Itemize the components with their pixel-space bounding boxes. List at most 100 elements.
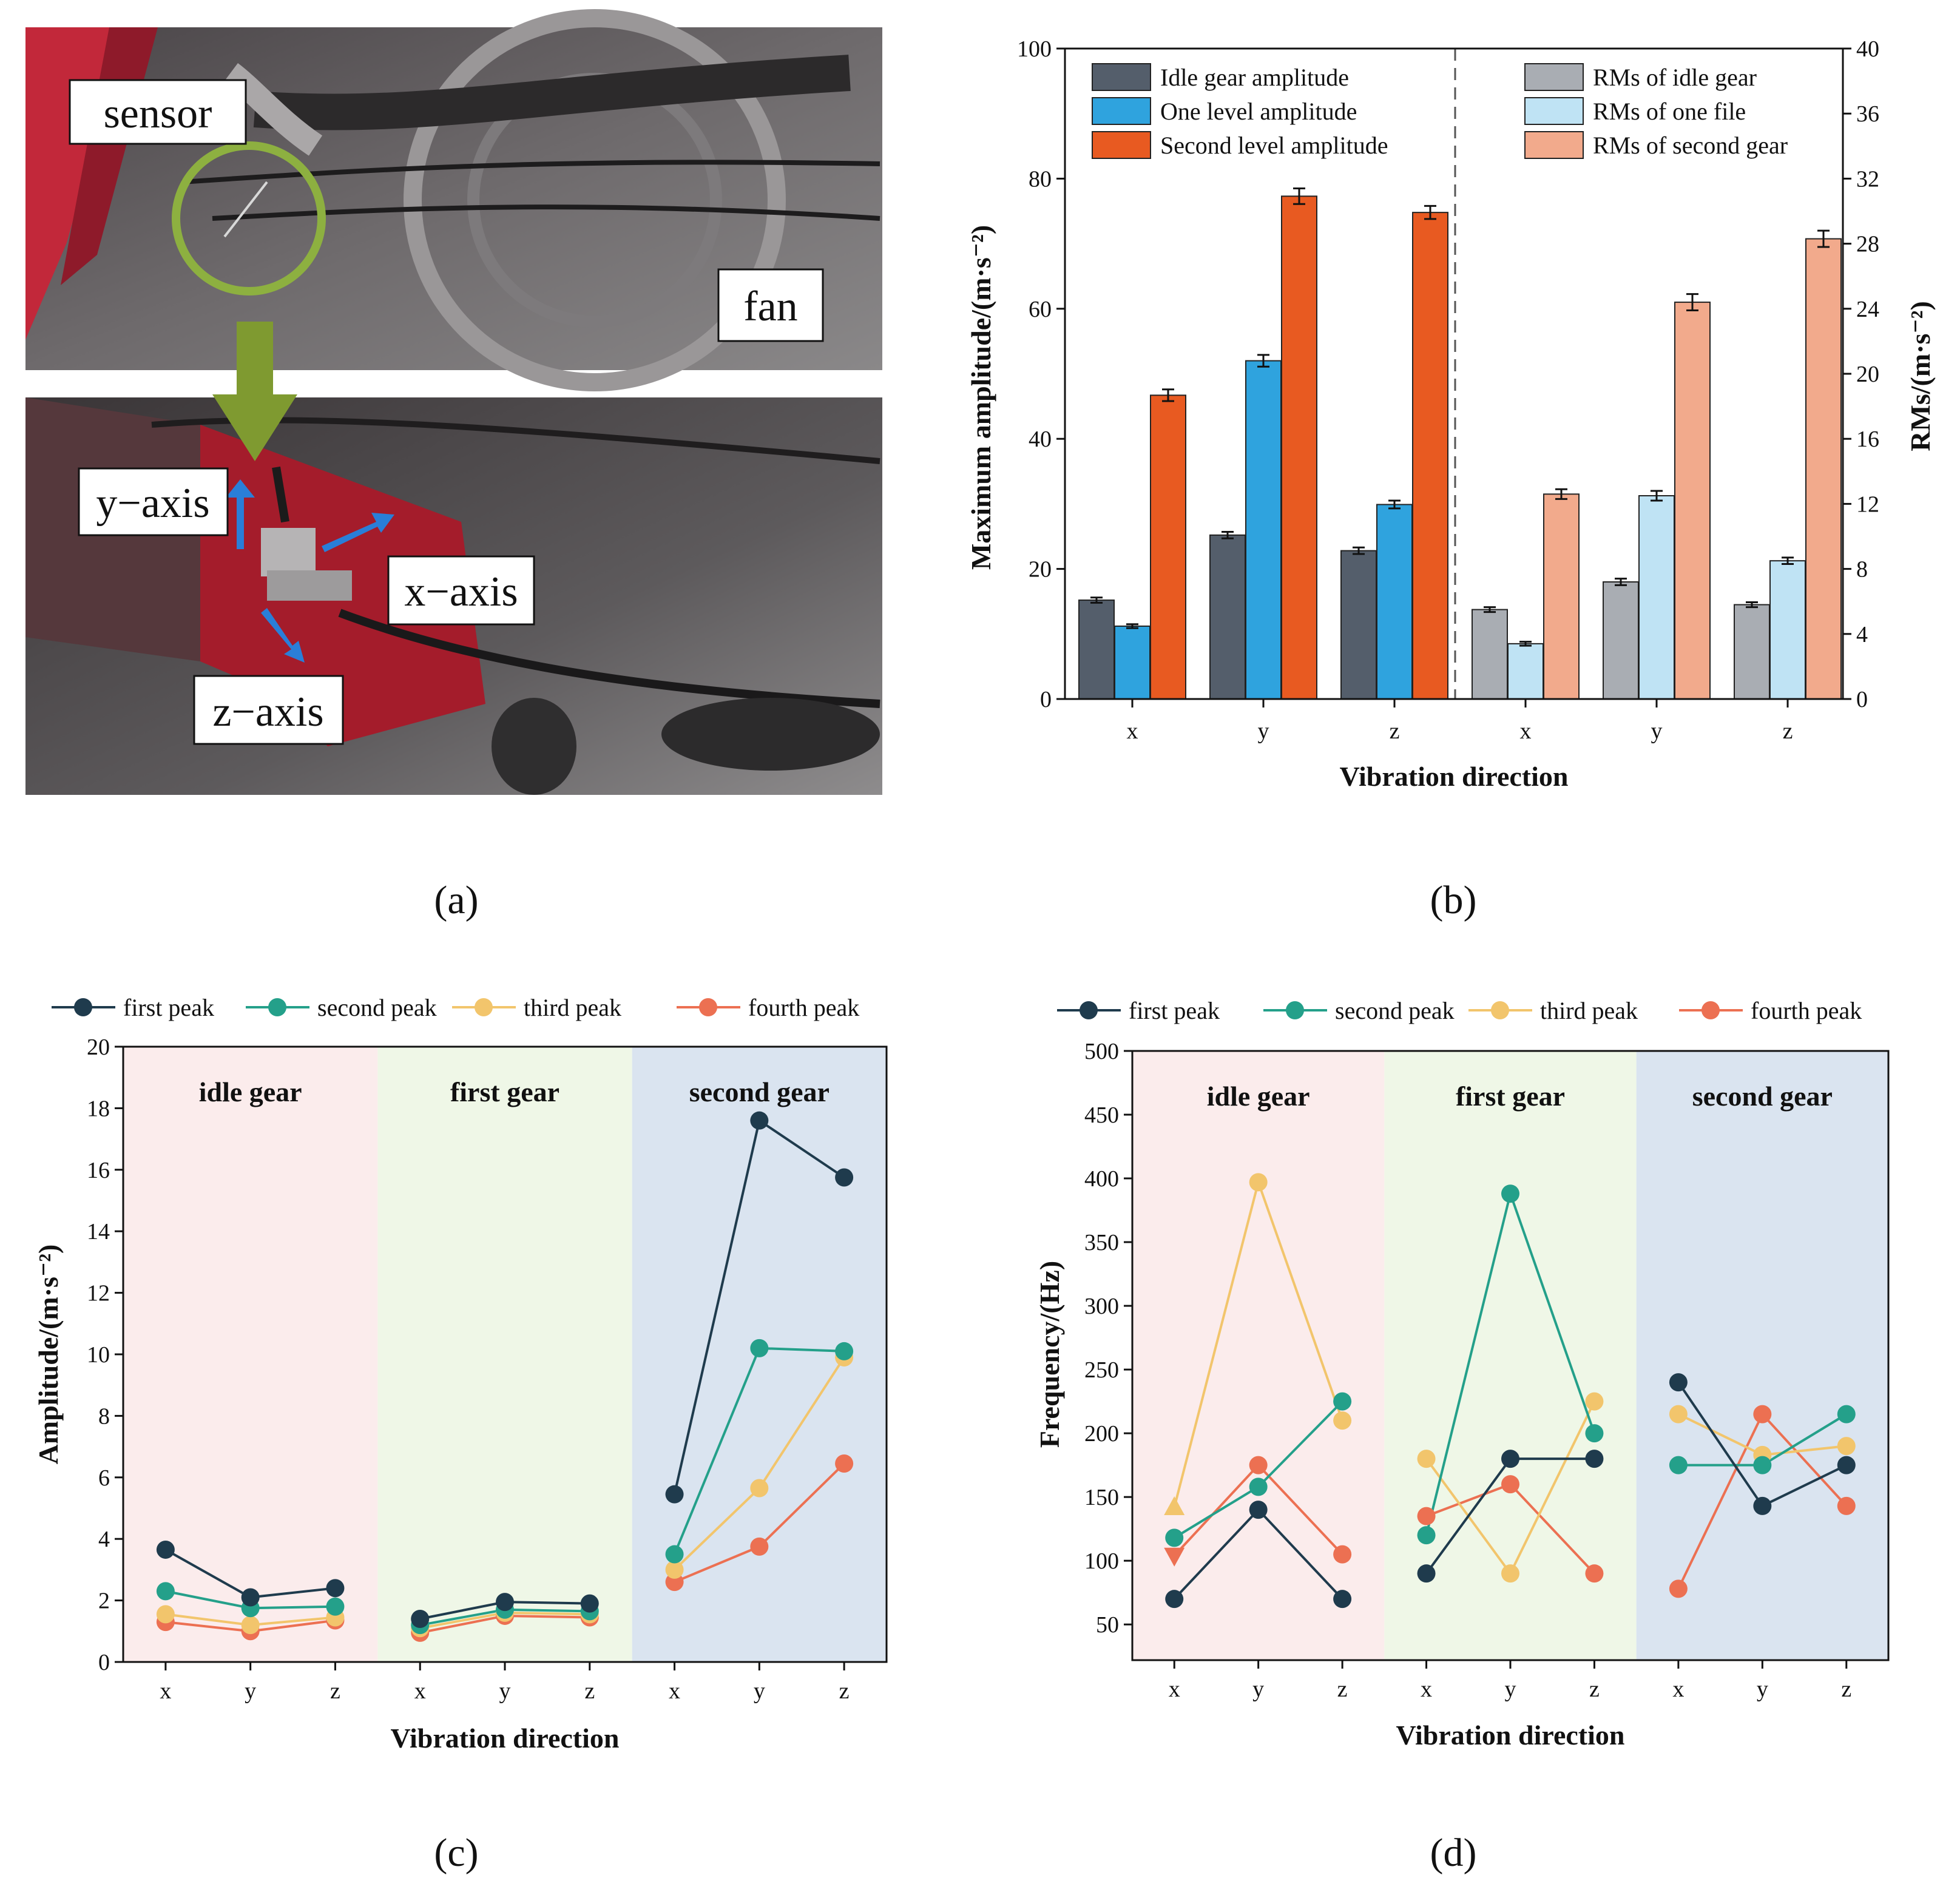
- chart-c-ytick: 14: [87, 1219, 110, 1245]
- chart-d-point: [1501, 1564, 1519, 1583]
- chart-c-gear-label: second gear: [689, 1076, 830, 1107]
- chart-d-gear-label: first gear: [1456, 1081, 1565, 1112]
- chart-d-xtick: z: [1337, 1677, 1348, 1702]
- chart-c-legend-label: first peak: [123, 994, 214, 1021]
- chart-b-ticks: 0 20 40 60 80 100 0 4 8 12 16 20 24 28 32 36 40 x y z x y z: [1017, 36, 1879, 744]
- chart-b-rms-bar: [1674, 302, 1711, 700]
- chart-d-legend-label: first peak: [1129, 997, 1220, 1024]
- chart-b-legend-label: Idle gear amplitude: [1160, 64, 1349, 91]
- chart-d-xtick: z: [1841, 1677, 1851, 1702]
- chart-d-point: [1837, 1456, 1856, 1474]
- hose: [253, 55, 851, 130]
- chart-d-point: [1333, 1545, 1352, 1564]
- chart-d-xtick: z: [1589, 1677, 1600, 1702]
- chart-b-rms-bar: [1638, 495, 1675, 700]
- chart-b: Maximum amplitude/(m·s⁻²) RMs/(m·s⁻²) 0 2…: [965, 36, 1936, 792]
- chart-d-xtick: y: [1505, 1677, 1516, 1702]
- chart-c-point: [665, 1485, 684, 1504]
- chart-b-ytick-left: 0: [1040, 687, 1052, 712]
- chart-b-ytick-left: 80: [1029, 166, 1052, 192]
- chart-d-xtick: y: [1757, 1677, 1768, 1702]
- fan-housing: [404, 9, 786, 391]
- chart-b-rms-bar: [1543, 493, 1580, 700]
- chart-c-legend-marker: [475, 998, 493, 1016]
- chart-b-ytick-left: 20: [1029, 557, 1052, 583]
- chart-c: 0 2 4 6 8 10 12 14 16 18 20 x y z x y z x y z idle gear firs…: [33, 994, 888, 1754]
- chart-b-amp-bar: [1281, 195, 1317, 700]
- chart-d-point: [1669, 1373, 1688, 1392]
- chart-d-point: [1501, 1184, 1519, 1203]
- chart-d-point: [1585, 1564, 1604, 1583]
- chart-d-ylabel: Frequency/(Hz): [1034, 1261, 1065, 1448]
- photo-fan-label: fan: [743, 283, 797, 330]
- chart-d-point: [1249, 1456, 1268, 1474]
- chart-d-point: [1585, 1392, 1604, 1411]
- chart-b-ytick-left: 40: [1029, 427, 1052, 452]
- chart-b-legend-swatch: [1524, 131, 1584, 159]
- chart-d-legend-marker: [1286, 1001, 1304, 1019]
- chart-d-gear-label: second gear: [1692, 1081, 1833, 1112]
- chart-b-legend-swatch: [1524, 63, 1584, 91]
- chart-c-ytick: 4: [98, 1527, 110, 1552]
- chart-b-xtick: x: [1520, 718, 1532, 744]
- chart-d-ticks: 50 100 150 200 250 300 350 400 450 500 x y z x y z x y z: [1084, 1039, 1851, 1702]
- chart-c-legend-marker: [268, 998, 286, 1016]
- chart-c-xtick: x: [414, 1678, 426, 1704]
- chart-d-bg-second: [1636, 1051, 1888, 1660]
- panel-label-b: (b): [1430, 878, 1477, 922]
- chart-b-xlabel: Vibration direction: [1340, 761, 1569, 792]
- chart-d-point: [1837, 1405, 1856, 1424]
- chart-d-ytick: 100: [1084, 1548, 1119, 1574]
- chart-d-point: [1837, 1496, 1856, 1515]
- chart-d-point: [1837, 1437, 1856, 1456]
- chart-b-legend-label: RMs of one file: [1593, 98, 1746, 125]
- chart-c-legend-marker: [74, 998, 92, 1016]
- chart-b-xtick: y: [1258, 718, 1269, 744]
- chart-c-bg-idle: [123, 1047, 378, 1662]
- chart-d-point: [1165, 1590, 1184, 1609]
- chart-c-xtick: y: [754, 1678, 765, 1704]
- chart-b-rms-bar: [1805, 238, 1842, 700]
- chart-b-amp-bar: [1245, 360, 1282, 700]
- chart-d-point: [1501, 1450, 1519, 1468]
- chart-d-ytick: 50: [1096, 1612, 1119, 1638]
- chart-d-xtick: x: [1421, 1677, 1432, 1702]
- chart-c-ytick: 16: [87, 1158, 110, 1183]
- chart-d-legend-marker: [1701, 1001, 1720, 1019]
- chart-d-point: [1585, 1424, 1604, 1443]
- chart-c-point: [580, 1594, 599, 1613]
- chart-d-bg-idle: [1132, 1051, 1385, 1660]
- chart-d-point: [1501, 1475, 1519, 1494]
- chart-c-gear-label: first gear: [450, 1076, 559, 1107]
- chart-c-frame: [122, 1045, 888, 1663]
- chart-d-point: [1164, 1496, 1185, 1515]
- chart-d-ytick: 500: [1084, 1039, 1119, 1064]
- chart-c-point: [326, 1597, 345, 1616]
- chart-d-point: [1249, 1501, 1268, 1519]
- chart-c-gear-labels: idle gear first gear second gear: [199, 1076, 830, 1107]
- chart-b-legend-swatch: [1524, 97, 1584, 125]
- chart-c-xtick: z: [839, 1678, 850, 1704]
- photo-x-axis-label: x−axis: [404, 569, 518, 615]
- chart-b-ytick-left: 60: [1029, 297, 1052, 322]
- chart-c-legend-label: fourth peak: [748, 994, 859, 1021]
- arrow-z: [261, 608, 305, 663]
- chart-d: 50 100 150 200 250 300 350 400 450 500 x y z x y z x y z i…: [1034, 997, 1890, 1751]
- arrow-x: [322, 513, 394, 552]
- photo-y-axis-label: y−axis: [96, 480, 209, 527]
- chart-d-ytick: 150: [1084, 1485, 1119, 1510]
- chart-b-rms-bar: [1734, 604, 1770, 700]
- chart-c-point: [665, 1545, 684, 1564]
- chart-c-xtick: z: [584, 1678, 595, 1704]
- panel-label-a: (a): [434, 878, 478, 922]
- arrow-y: [226, 479, 255, 549]
- chart-c-legend-marker: [699, 998, 717, 1016]
- chart-c-point: [326, 1579, 345, 1598]
- chart-d-point: [1333, 1411, 1352, 1430]
- sensor-highlight-ring: [172, 141, 326, 296]
- chart-c-ytick: 10: [87, 1342, 110, 1368]
- chart-c-ytick: 20: [87, 1035, 110, 1060]
- chart-c-point: [750, 1111, 769, 1130]
- chart-d-bg-first: [1384, 1051, 1637, 1660]
- chart-b-xtick: z: [1390, 718, 1400, 744]
